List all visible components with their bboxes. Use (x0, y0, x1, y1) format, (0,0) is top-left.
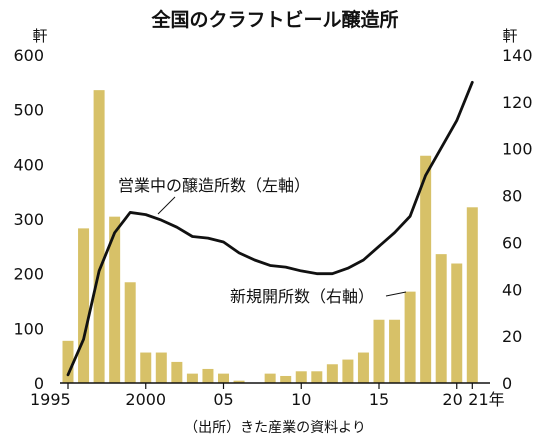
bar (140, 352, 152, 383)
line-series (66, 80, 474, 377)
bar-series-label: 新規開所数（右軸） (230, 287, 374, 306)
right-axis-ticks: 0 20 40 60 80 100 120 140 (502, 46, 533, 393)
x-tick-label: 2000 (125, 390, 166, 409)
bar (451, 263, 463, 383)
left-tick-label: 0 (34, 374, 44, 393)
left-tick-label: 300 (13, 210, 44, 229)
bar (326, 364, 338, 383)
right-tick-label: 80 (502, 187, 522, 206)
bar (295, 371, 307, 383)
bar (218, 373, 229, 383)
right-tick-label: 120 (502, 93, 533, 112)
left-axis-unit: 軒 (32, 27, 47, 45)
bar-series-leader (385, 291, 407, 297)
bar (155, 352, 167, 383)
bar (171, 361, 183, 383)
left-tick-label: 400 (13, 155, 44, 174)
bar (78, 228, 90, 383)
x-axis-ticks: 1995 2000 05 10 15 20 21年 (30, 383, 505, 409)
bar (109, 216, 121, 383)
right-tick-label: 0 (502, 374, 512, 393)
x-tick-label: 21年 (468, 390, 504, 409)
x-tick-label: 20 (442, 390, 462, 409)
right-axis-unit: 軒 (502, 27, 517, 45)
right-tick-label: 20 (502, 327, 522, 346)
right-tick-label: 100 (502, 140, 533, 159)
series-line (66, 80, 474, 377)
line-series-leader (157, 196, 176, 215)
bar-series (62, 90, 478, 383)
bar (233, 380, 245, 383)
bar (62, 340, 74, 383)
right-tick-label: 60 (502, 233, 522, 252)
bar (420, 155, 432, 383)
left-tick-label: 200 (13, 265, 44, 284)
bar (186, 373, 198, 383)
right-tick-label: 140 (502, 46, 533, 65)
bar (264, 373, 276, 383)
x-tick-label: 15 (369, 390, 389, 409)
left-axis-ticks: 0 100 200 300 400 500 600 (13, 46, 44, 393)
bar (357, 352, 369, 383)
chart-title: 全国のクラフトビール醸造所 (150, 8, 398, 31)
bar (389, 319, 401, 383)
bar (280, 375, 292, 383)
bar (404, 291, 416, 383)
bar (373, 319, 385, 383)
left-tick-label: 100 (13, 319, 44, 338)
bar (466, 207, 478, 383)
x-tick-label: 05 (213, 390, 233, 409)
left-tick-label: 600 (13, 46, 44, 65)
x-tick-label: 1995 (30, 390, 71, 409)
x-tick-label: 10 (291, 390, 311, 409)
bar (435, 254, 447, 383)
source-note: （出所）きた産業の資料より (184, 420, 366, 436)
line-series-label: 営業中の醸造所数（左軸） (118, 176, 310, 195)
bar (124, 282, 136, 383)
bar (342, 359, 354, 383)
bar (93, 90, 105, 383)
left-tick-label: 500 (13, 101, 44, 120)
right-tick-label: 40 (502, 280, 522, 299)
bar (311, 371, 323, 383)
bar (202, 368, 214, 383)
